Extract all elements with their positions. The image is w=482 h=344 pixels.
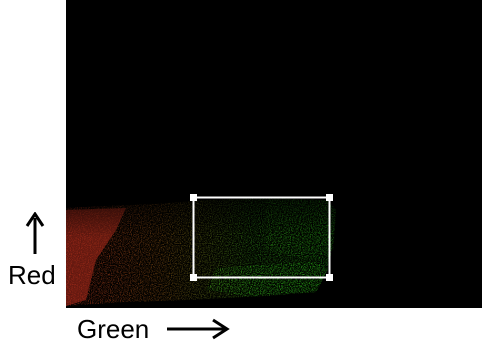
scatter-plot-canvas[interactable]: [66, 0, 482, 308]
color-scatter-svg: [66, 194, 336, 306]
arrow-right-icon: [167, 318, 230, 340]
selection-rectangle[interactable]: [190, 194, 333, 281]
handle-top-right-icon[interactable]: [326, 194, 333, 201]
x-axis-label: Green: [77, 314, 150, 344]
arrow-up-icon: [25, 212, 45, 254]
handle-top-left-icon[interactable]: [190, 194, 197, 201]
point-cloud: [66, 198, 336, 306]
handle-bottom-left-icon[interactable]: [190, 274, 197, 281]
y-axis-label: Red: [8, 260, 56, 290]
handle-bottom-right-icon[interactable]: [326, 274, 333, 281]
